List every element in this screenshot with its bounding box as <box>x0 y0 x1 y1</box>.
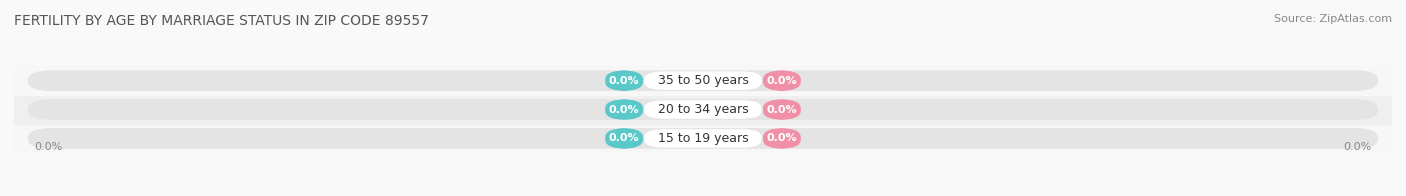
FancyBboxPatch shape <box>644 100 762 119</box>
Bar <box>14 66 1392 95</box>
Text: 0.0%: 0.0% <box>766 76 797 86</box>
Text: 0.0%: 0.0% <box>609 76 640 86</box>
Bar <box>14 124 1392 153</box>
FancyBboxPatch shape <box>763 128 801 149</box>
FancyBboxPatch shape <box>644 71 762 90</box>
FancyBboxPatch shape <box>28 99 1378 120</box>
Text: 0.0%: 0.0% <box>609 133 640 143</box>
FancyBboxPatch shape <box>605 128 643 149</box>
Text: 15 to 19 years: 15 to 19 years <box>658 132 748 145</box>
FancyBboxPatch shape <box>605 70 643 91</box>
Text: 35 to 50 years: 35 to 50 years <box>658 74 748 87</box>
FancyBboxPatch shape <box>763 99 801 120</box>
FancyBboxPatch shape <box>605 99 643 120</box>
Text: 0.0%: 0.0% <box>766 133 797 143</box>
Text: 0.0%: 0.0% <box>609 104 640 114</box>
Text: FERTILITY BY AGE BY MARRIAGE STATUS IN ZIP CODE 89557: FERTILITY BY AGE BY MARRIAGE STATUS IN Z… <box>14 14 429 28</box>
Bar <box>14 95 1392 124</box>
FancyBboxPatch shape <box>28 128 1378 149</box>
Text: 0.0%: 0.0% <box>35 142 63 152</box>
Text: 0.0%: 0.0% <box>766 104 797 114</box>
FancyBboxPatch shape <box>644 129 762 148</box>
Text: Source: ZipAtlas.com: Source: ZipAtlas.com <box>1274 14 1392 24</box>
Text: 20 to 34 years: 20 to 34 years <box>658 103 748 116</box>
Text: 0.0%: 0.0% <box>1343 142 1371 152</box>
FancyBboxPatch shape <box>763 70 801 91</box>
FancyBboxPatch shape <box>28 70 1378 91</box>
